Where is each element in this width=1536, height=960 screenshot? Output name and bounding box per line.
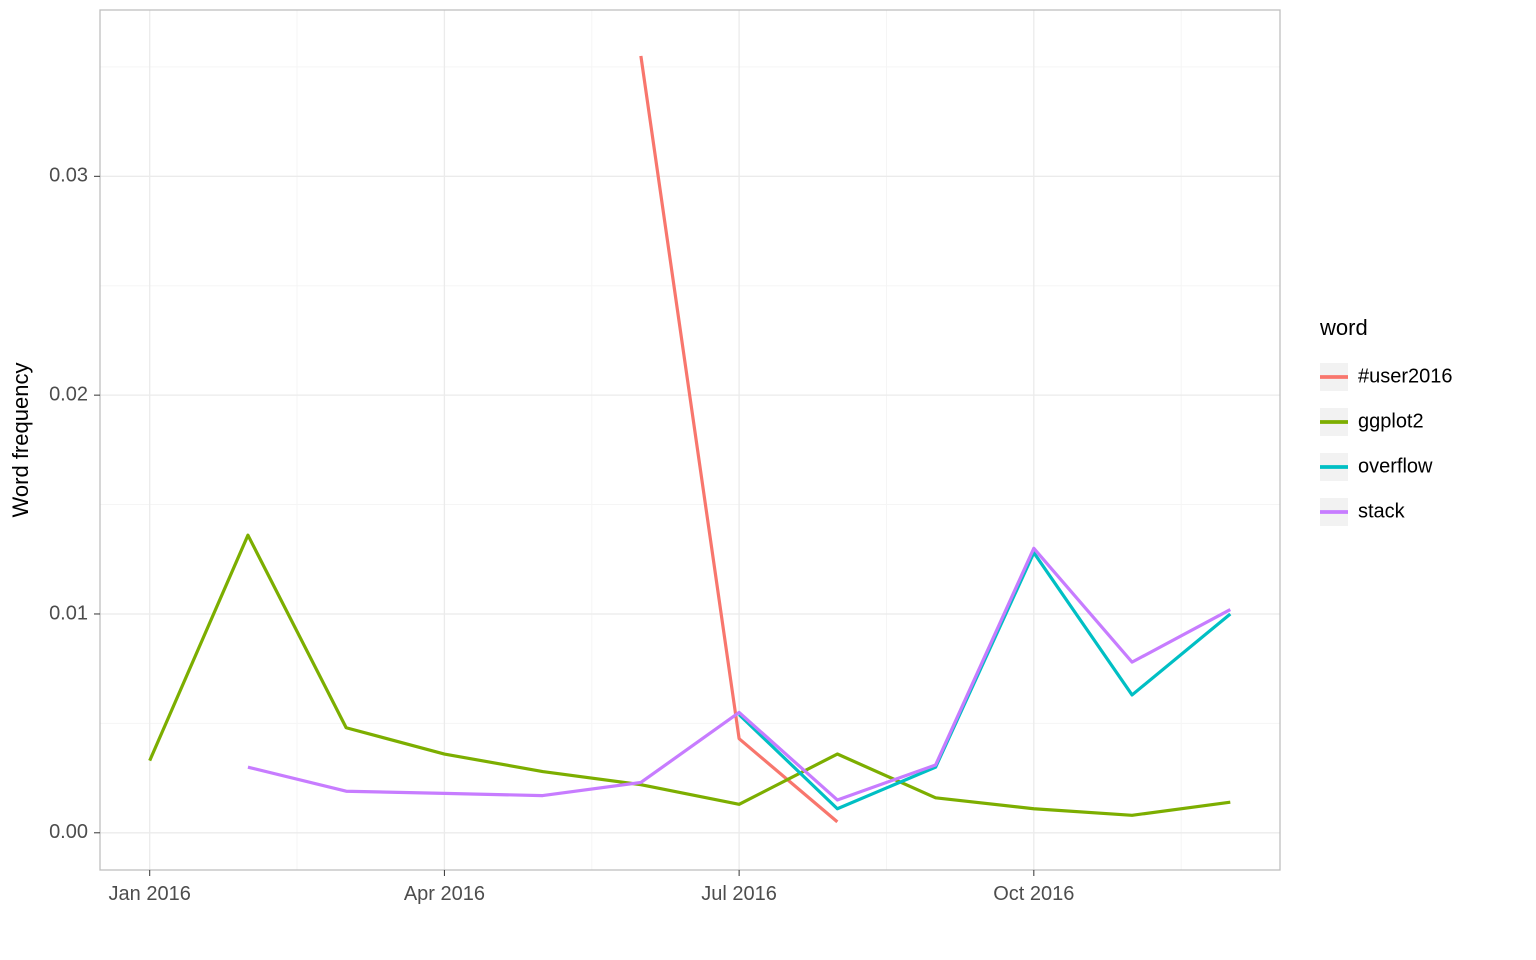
- legend-title: word: [1319, 315, 1368, 340]
- chart-container: 0.00 0.01 0.02 0.03 Jan 2016 Apr 2016 Jul 2016…: [0, 0, 1536, 960]
- x-tick-label: Apr 2016: [404, 883, 485, 905]
- y-axis-label: Word frequency: [8, 363, 33, 518]
- legend-label: #user2016: [1358, 365, 1453, 387]
- y-tick-label: 0.02: [49, 383, 88, 405]
- x-tick-label: Jan 2016: [109, 883, 191, 905]
- y-tick-label: 0.00: [49, 821, 88, 843]
- legend-label: stack: [1358, 500, 1406, 522]
- y-tick-label: 0.03: [49, 165, 88, 187]
- x-tick-label: Jul 2016: [701, 883, 777, 905]
- legend-label: ggplot2: [1358, 410, 1424, 432]
- x-tick-label: Oct 2016: [993, 883, 1074, 905]
- y-tick-label: 0.01: [49, 602, 88, 624]
- line-chart: 0.00 0.01 0.02 0.03 Jan 2016 Apr 2016 Jul 2016…: [0, 0, 1536, 960]
- legend-label: overflow: [1358, 455, 1433, 477]
